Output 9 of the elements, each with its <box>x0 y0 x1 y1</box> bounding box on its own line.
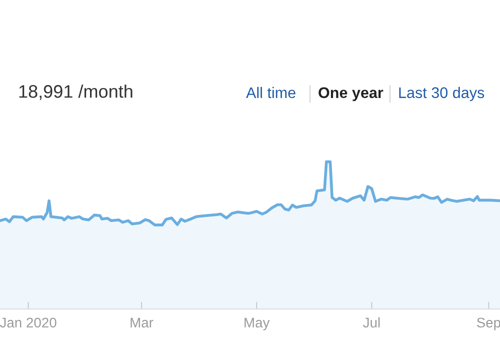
text: All time <box>246 86 296 98</box>
text: Last 30 days <box>399 86 484 102</box>
chart-title: 18,991 /month <box>19 84 132 100</box>
x-tick-label: Jan 2020 <box>0 318 56 328</box>
x-tick-label: Jul <box>363 317 380 328</box>
x-tick-label: Sep <box>476 318 500 330</box>
x-tick-label: May <box>244 318 270 330</box>
x-tick-label: Mar <box>130 318 154 328</box>
text: One year <box>318 87 384 102</box>
